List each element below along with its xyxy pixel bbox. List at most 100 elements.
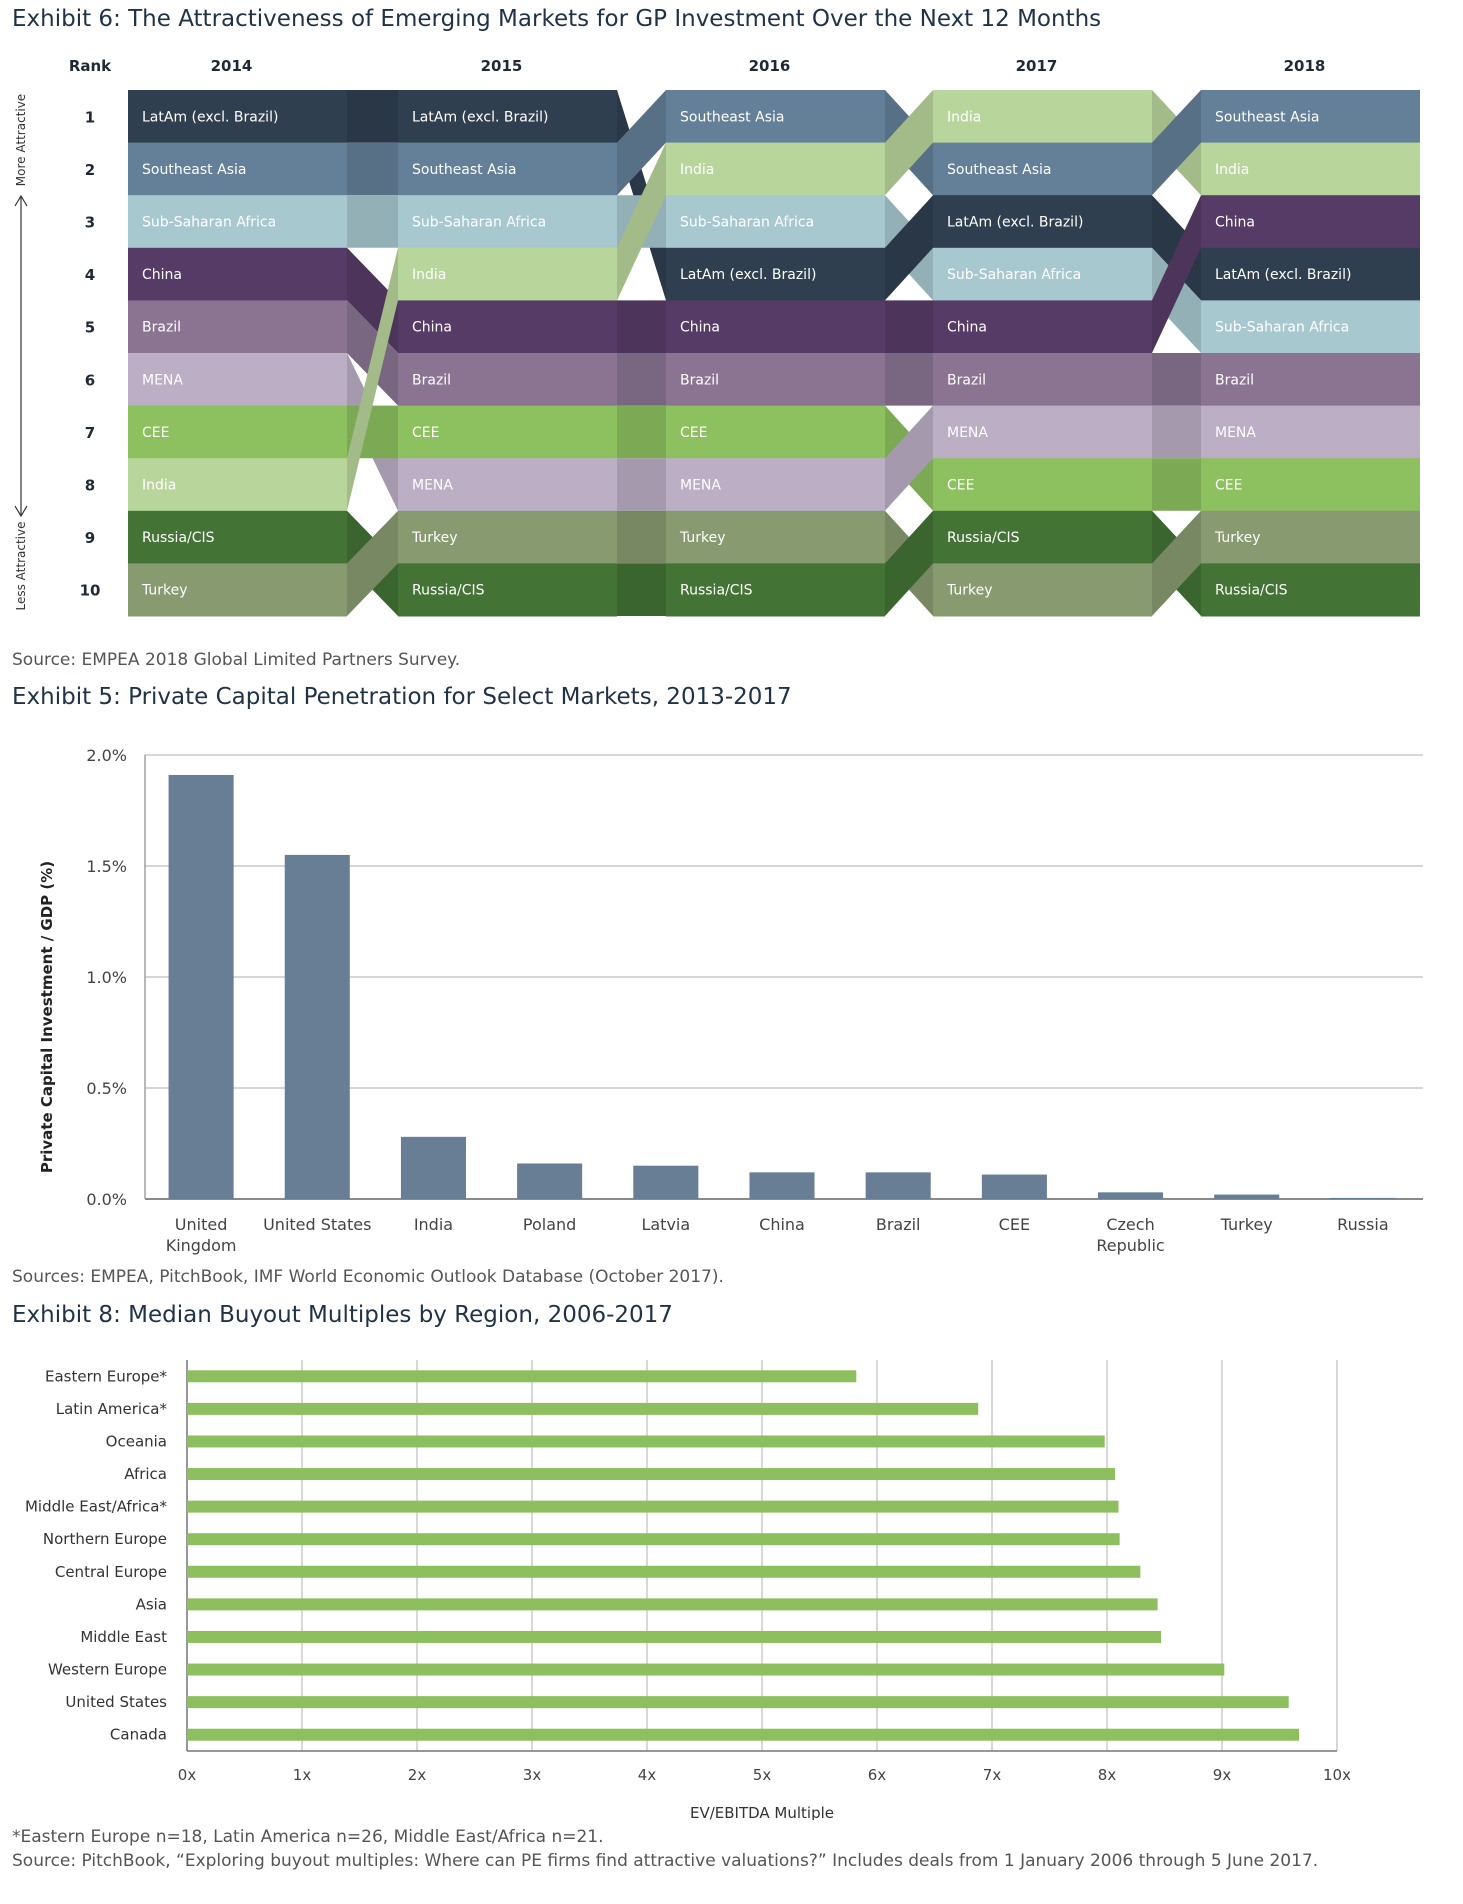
ranking-chart: LatAm (excl. Brazil) Southeast Asia Sub-Sa… xyxy=(14,57,1420,617)
rank-block xyxy=(398,300,617,354)
rank-block-label: MENA xyxy=(680,478,721,494)
rank-block xyxy=(666,142,885,196)
x-tick-label: 3x xyxy=(523,1766,542,1784)
bar xyxy=(187,1565,1141,1578)
rank-blocks: LatAm (excl. Brazil) Southeast Asia Sub-Sa… xyxy=(128,90,1420,617)
ribbon-cee xyxy=(1152,458,1201,511)
rank-block-label: Sub-Saharan Africa xyxy=(412,215,546,231)
bar xyxy=(400,1136,466,1199)
exhibit8-footnote: *Eastern Europe n=18, Latin America n=26… xyxy=(12,1827,604,1847)
year-header: 2018 xyxy=(1284,57,1326,75)
rank-block xyxy=(398,510,617,564)
ribbon-southeast-asia xyxy=(1152,90,1201,196)
rank-block-label: CEE xyxy=(412,425,439,441)
exhibit6-source: Source: EMPEA 2018 Global Limited Partne… xyxy=(12,650,461,670)
rank-number: 6 xyxy=(85,371,95,389)
ribbon-china xyxy=(1152,195,1201,353)
bar xyxy=(187,1533,1120,1546)
x-tick-label: 8x xyxy=(1098,1766,1117,1784)
x-tick-label: 7x xyxy=(983,1766,1002,1784)
rank-block xyxy=(1201,195,1420,249)
ribbon-brazil xyxy=(347,300,398,406)
x-tick-label: 2x xyxy=(408,1766,427,1784)
x-tick-label: United States xyxy=(263,1215,371,1234)
y-tick-label: Africa xyxy=(124,1465,167,1483)
rank-block xyxy=(128,195,347,249)
rank-block xyxy=(398,353,617,407)
rank-header: Rank xyxy=(69,57,112,75)
arrow-down-icon xyxy=(14,505,28,518)
bar xyxy=(517,1163,583,1199)
y-tick-label: 0.5% xyxy=(86,1079,127,1098)
y-tick-label: Middle East/Africa* xyxy=(25,1498,168,1516)
ribbon-russia-cis xyxy=(885,510,933,616)
rank-number: 3 xyxy=(85,214,95,232)
y-tick-label: 2.0% xyxy=(86,746,127,765)
rank-block xyxy=(933,563,1152,617)
bar xyxy=(187,1402,979,1415)
exhibit8-title: Exhibit 8: Median Buyout Multiples by Re… xyxy=(12,1302,673,1328)
rank-block xyxy=(933,458,1152,512)
y-tick-label: 1.0% xyxy=(86,968,127,987)
rank-block-label: China xyxy=(142,267,182,283)
year-header: 2014 xyxy=(211,57,253,75)
rank-block-label: Russia/CIS xyxy=(412,583,485,599)
rank-number: 2 xyxy=(85,161,95,179)
rank-block xyxy=(666,563,885,617)
x-tick-label: Brazil xyxy=(876,1215,921,1234)
rank-block-label: China xyxy=(680,320,720,336)
rank-block-label: Brazil xyxy=(1215,372,1254,388)
rank-block-label: Turkey xyxy=(141,583,188,599)
rank-block-label: Brazil xyxy=(412,372,451,388)
rank-block xyxy=(1201,458,1420,512)
rank-block xyxy=(398,90,617,144)
year-header: 2016 xyxy=(749,57,791,75)
x-tick-label: 10x xyxy=(1323,1766,1351,1784)
exhibit6-title: Exhibit 6: The Attractiveness of Emergin… xyxy=(12,6,1102,32)
ribbon-china xyxy=(617,300,666,353)
rank-block-label: China xyxy=(1215,215,1255,231)
rank-block-label: LatAm (excl. Brazil) xyxy=(947,215,1083,231)
rank-block xyxy=(398,142,617,196)
rank-block-label: Russia/CIS xyxy=(1215,583,1288,599)
ribbon-india xyxy=(885,90,933,196)
rank-block-label: CEE xyxy=(947,478,974,494)
x-tick-label: 5x xyxy=(753,1766,772,1784)
rank-block xyxy=(1201,563,1420,617)
rank-block xyxy=(1201,300,1420,354)
rank-block xyxy=(398,247,617,301)
bar xyxy=(749,1172,815,1199)
rank-block-label: Southeast Asia xyxy=(680,109,784,125)
bar xyxy=(187,1435,1105,1448)
ribbon-southeast-asia xyxy=(347,142,398,196)
rank-block xyxy=(1201,142,1420,196)
exhibit8-source: Source: PitchBook, “Exploring buyout mul… xyxy=(12,1851,1319,1871)
arrow-up-icon xyxy=(14,194,28,207)
x-tick-label: Republic xyxy=(1096,1236,1164,1255)
rank-block xyxy=(398,458,617,512)
rank-block-label: CEE xyxy=(142,425,169,441)
less-attractive-label: Less Attractive xyxy=(14,522,28,611)
rank-block-label: Sub-Saharan Africa xyxy=(680,215,814,231)
ribbon-mena xyxy=(885,405,933,511)
bar xyxy=(865,1172,931,1199)
rank-block xyxy=(933,90,1152,144)
rank-block-label: India xyxy=(680,162,714,178)
rank-block xyxy=(128,510,347,564)
rank-block xyxy=(1201,405,1420,459)
x-tick-label: China xyxy=(759,1215,805,1234)
rank-block xyxy=(666,195,885,249)
ribbon-russia-cis xyxy=(617,563,666,616)
y-tick-label: Western Europe xyxy=(48,1661,167,1679)
rank-block-label: Brazil xyxy=(680,372,719,388)
bar xyxy=(1214,1194,1280,1199)
rank-block-label: Sub-Saharan Africa xyxy=(1215,320,1349,336)
rank-block xyxy=(398,405,617,459)
ribbon-india xyxy=(347,247,398,511)
rank-block-label: LatAm (excl. Brazil) xyxy=(1215,267,1351,283)
rank-block-label: LatAm (excl. Brazil) xyxy=(412,109,548,125)
year-header: 2017 xyxy=(1016,57,1058,75)
y-tick-label: 0.0% xyxy=(86,1190,127,1209)
rank-block xyxy=(933,405,1152,459)
ribbon-latam-excl-brazil- xyxy=(885,195,933,301)
